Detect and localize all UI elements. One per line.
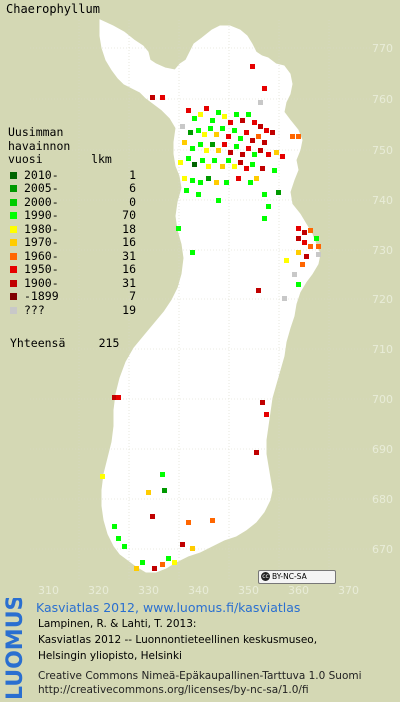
legend-item: ??? 19 xyxy=(8,302,136,318)
y-tick: 720 xyxy=(372,293,393,306)
legend-item-count: 19 xyxy=(122,302,136,317)
legend-item-count: 6 xyxy=(129,181,136,195)
legend-swatch-square xyxy=(10,171,17,179)
legend-item: 2005- 6 xyxy=(8,181,136,196)
luomus-logo-text: LUOMUS xyxy=(3,598,28,700)
legend-item: -1899 7 xyxy=(8,289,136,304)
x-tick: 310 xyxy=(38,584,59,597)
x-tick: 340 xyxy=(188,584,209,597)
legend-item-label: 2000- xyxy=(24,194,59,209)
legend-item: 1950- 16 xyxy=(8,262,136,277)
legend-item: 1980- 18 xyxy=(8,221,136,237)
legend-item-count: 31 xyxy=(122,248,136,263)
legend-item-label: 1970- xyxy=(24,235,59,249)
y-tick: 690 xyxy=(372,443,393,456)
legend-swatch xyxy=(8,290,24,304)
legend-item: 2010- 1 xyxy=(8,167,136,183)
finland-map xyxy=(30,19,370,580)
legend-swatch-square xyxy=(10,293,17,300)
legend-item-label: 1990- xyxy=(24,208,59,222)
total-count: 215 xyxy=(98,336,120,350)
legend-header-line: Uusimman xyxy=(8,125,64,139)
legend-item: 1970- 16 xyxy=(8,235,136,250)
legend-item-count: 18 xyxy=(122,221,136,236)
legend-swatch xyxy=(8,196,24,210)
legend-swatch xyxy=(8,182,24,196)
citation-line: Helsingin yliopisto, Helsinki xyxy=(38,650,182,662)
legend-swatch-square xyxy=(10,212,17,219)
legend-item-label: 1950- xyxy=(24,262,59,276)
y-tick: 700 xyxy=(372,393,393,406)
legend-item-count: 31 xyxy=(122,275,136,290)
x-tick: 370 xyxy=(338,584,359,597)
observation-markers xyxy=(100,64,321,571)
legend-item: 1960- 31 xyxy=(8,248,136,264)
y-tick: 670 xyxy=(372,543,393,556)
legend-swatch xyxy=(8,304,24,318)
legend-swatch-square xyxy=(10,185,17,192)
legend-item-label: 2010- xyxy=(24,167,59,182)
map-title: Chaerophyllum xyxy=(6,2,100,16)
luomus-logo: LUOMUS xyxy=(3,598,28,700)
legend-swatch-square xyxy=(10,198,17,206)
citation-line: Lampinen, R. & Lahti, T. 2013: xyxy=(38,618,197,630)
legend-swatch-square xyxy=(10,252,17,260)
citation-line: Kasviatlas 2012 -- Luonnontieteellinen k… xyxy=(38,634,318,646)
legend-item-count: 1 xyxy=(129,167,136,182)
legend-item-label: -1899 xyxy=(24,289,59,303)
license-text: Creative Commons Nimeä-Epäkaupallinen-Ta… xyxy=(38,670,362,682)
legend-header-line: vuosi lkm xyxy=(8,152,112,166)
legend-item-count: 7 xyxy=(129,289,136,303)
y-tick: 710 xyxy=(372,343,393,356)
legend-item-count: 70 xyxy=(122,208,136,222)
legend-item: 1900- 31 xyxy=(8,275,136,291)
x-tick: 360 xyxy=(288,584,309,597)
legend-swatch xyxy=(8,263,24,277)
y-tick: 760 xyxy=(372,93,393,106)
license-badge[interactable]: cc BY-NC-SA xyxy=(258,570,336,584)
legend-swatch-square xyxy=(10,225,17,233)
legend-swatch-square xyxy=(10,239,17,246)
license-badge-text: BY-NC-SA xyxy=(272,572,307,581)
legend-swatch-square xyxy=(10,266,17,273)
legend-total: Yhteensä 215 xyxy=(10,336,119,350)
legend-item-label: 1900- xyxy=(24,275,59,290)
license-url[interactable]: http://creativecommons.org/licenses/by-n… xyxy=(38,684,309,696)
legend-item-label: ??? xyxy=(24,302,45,317)
legend-item: 2000- 0 xyxy=(8,194,136,210)
atlas-link[interactable]: Kasviatlas 2012, www.luomus.fi/kasviatla… xyxy=(36,600,301,615)
x-tick: 330 xyxy=(138,584,159,597)
y-tick: 770 xyxy=(372,42,393,55)
y-tick: 750 xyxy=(372,144,393,157)
legend-swatch xyxy=(8,236,24,250)
y-tick: 680 xyxy=(372,493,393,506)
x-tick: 320 xyxy=(88,584,109,597)
legend-header: Uusimman havainnon vuosi lkm xyxy=(8,125,136,167)
legend-swatch xyxy=(8,209,24,223)
legend-swatch xyxy=(8,250,24,264)
legend: Uusimman havainnon vuosi lkm 2010- 1 2005-… xyxy=(8,125,136,318)
legend-item-count: 16 xyxy=(122,262,136,276)
legend-swatch xyxy=(8,169,24,183)
legend-item-label: 1980- xyxy=(24,221,59,236)
y-tick: 730 xyxy=(372,244,393,257)
legend-swatch-square xyxy=(10,306,17,314)
legend-table: 2010- 1 2005- 6 2000- 0 1990- 70 1980- 18 1970- 16 1… xyxy=(8,167,136,318)
legend-swatch-square xyxy=(10,279,17,287)
legend-swatch xyxy=(8,223,24,237)
legend-swatch xyxy=(8,277,24,291)
legend-item-count: 0 xyxy=(129,194,136,209)
total-label: Yhteensä xyxy=(10,336,66,350)
legend-item: 1990- 70 xyxy=(8,208,136,223)
y-tick: 740 xyxy=(372,194,393,207)
creative-commons-icon: cc xyxy=(261,572,270,581)
x-tick: 350 xyxy=(238,584,259,597)
finland-outline xyxy=(99,19,321,573)
legend-item-count: 16 xyxy=(122,235,136,249)
legend-header-line: havainnon xyxy=(8,138,71,153)
legend-item-label: 2005- xyxy=(24,181,59,195)
legend-item-label: 1960- xyxy=(24,248,59,263)
